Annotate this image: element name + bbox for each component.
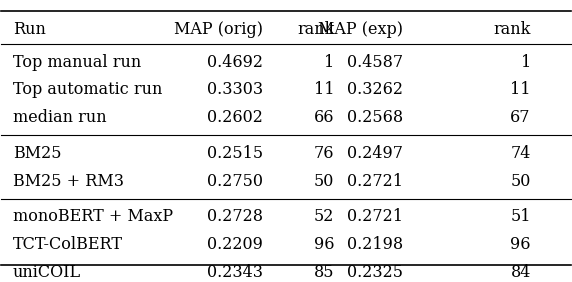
Text: 84: 84 xyxy=(510,264,531,281)
Text: 1: 1 xyxy=(324,54,335,70)
Text: 85: 85 xyxy=(314,264,335,281)
Text: monoBERT + MaxP: monoBERT + MaxP xyxy=(13,208,173,225)
Text: BM25 + RM3: BM25 + RM3 xyxy=(13,173,124,190)
Text: Run: Run xyxy=(13,21,46,38)
Text: uniCOIL: uniCOIL xyxy=(13,264,81,281)
Text: 0.2343: 0.2343 xyxy=(207,264,263,281)
Text: 0.2568: 0.2568 xyxy=(347,109,403,126)
Text: TCT-ColBERT: TCT-ColBERT xyxy=(13,236,123,253)
Text: 66: 66 xyxy=(314,109,335,126)
Text: 67: 67 xyxy=(510,109,531,126)
Text: 0.4587: 0.4587 xyxy=(347,54,403,70)
Text: Top manual run: Top manual run xyxy=(13,54,141,70)
Text: 0.4692: 0.4692 xyxy=(207,54,263,70)
Text: 50: 50 xyxy=(314,173,335,190)
Text: 11: 11 xyxy=(510,81,531,98)
Text: rank: rank xyxy=(494,21,531,38)
Text: 50: 50 xyxy=(510,173,531,190)
Text: 74: 74 xyxy=(510,145,531,162)
Text: MAP (exp): MAP (exp) xyxy=(317,21,403,38)
Text: median run: median run xyxy=(13,109,106,126)
Text: 0.2198: 0.2198 xyxy=(347,236,403,253)
Text: 11: 11 xyxy=(314,81,335,98)
Text: 76: 76 xyxy=(314,145,335,162)
Text: Top automatic run: Top automatic run xyxy=(13,81,162,98)
Text: 0.2497: 0.2497 xyxy=(347,145,403,162)
Text: 51: 51 xyxy=(510,208,531,225)
Text: 96: 96 xyxy=(510,236,531,253)
Text: 0.2728: 0.2728 xyxy=(207,208,263,225)
Text: 52: 52 xyxy=(314,208,335,225)
Text: 0.2209: 0.2209 xyxy=(208,236,263,253)
Text: BM25: BM25 xyxy=(13,145,61,162)
Text: 0.2750: 0.2750 xyxy=(207,173,263,190)
Text: 96: 96 xyxy=(314,236,335,253)
Text: 0.2515: 0.2515 xyxy=(207,145,263,162)
Text: rank: rank xyxy=(297,21,335,38)
Text: 0.2325: 0.2325 xyxy=(347,264,403,281)
Text: 0.2602: 0.2602 xyxy=(208,109,263,126)
Text: 0.3303: 0.3303 xyxy=(207,81,263,98)
Text: MAP (orig): MAP (orig) xyxy=(174,21,263,38)
Text: 0.3262: 0.3262 xyxy=(347,81,403,98)
Text: 0.2721: 0.2721 xyxy=(347,208,403,225)
Text: 0.2721: 0.2721 xyxy=(347,173,403,190)
Text: 1: 1 xyxy=(521,54,531,70)
